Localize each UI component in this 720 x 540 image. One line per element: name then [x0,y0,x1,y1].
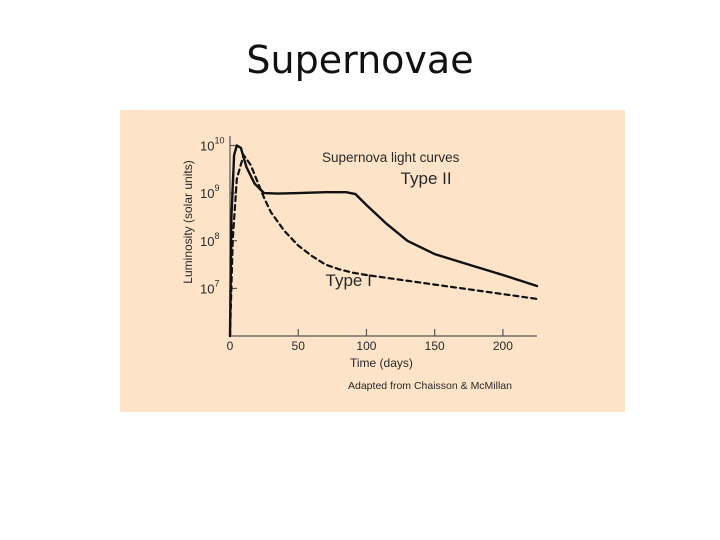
y-tick-label: 107 [200,278,219,296]
series-label-type-i: Type I [326,271,372,290]
x-axis-label: Time (days) [350,356,413,370]
figure-background [120,110,625,412]
chart-credit: Adapted from Chaisson & McMillan [348,380,512,392]
slide-title: Supernovae [246,38,474,82]
x-tick-label: 200 [493,339,513,353]
x-tick-label: 0 [227,339,234,353]
series-label-type-ii: Type II [401,169,452,188]
y-tick-label: 109 [200,183,219,201]
chart-title: Supernova light curves [322,150,460,165]
y-tick-label: 108 [200,231,219,249]
x-tick-label: 100 [356,339,376,353]
y-tick-label: 1010 [200,136,224,154]
series-line-type-i [228,153,539,338]
x-tick-label: 150 [425,339,445,353]
y-axis-label: Luminosity (solar units) [181,160,195,283]
figure-panel: 0 50 100 150 200 107 108 109 1010 Type II Type I … [120,110,625,412]
series-line-type-ii [228,144,539,338]
x-tick-label: 50 [292,339,306,353]
